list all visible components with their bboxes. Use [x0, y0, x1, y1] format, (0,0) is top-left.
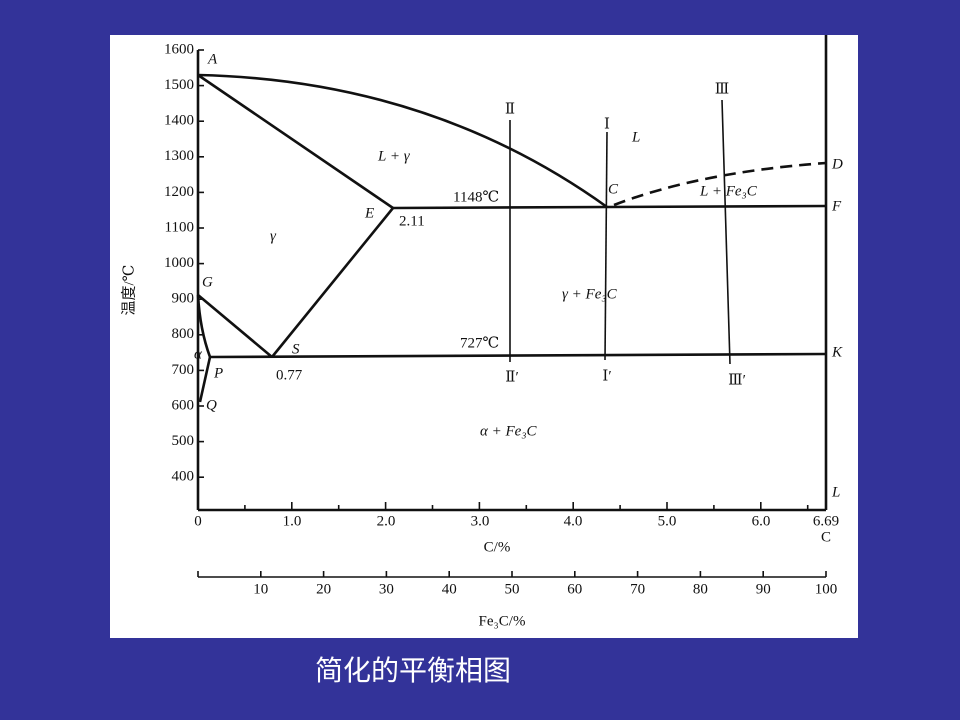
y-tick-label: 900 [172, 291, 195, 307]
y-axis-label: 温度/℃ [120, 265, 137, 316]
fe3c-tick-label: 80 [693, 581, 708, 597]
x-tick-label: 3.0 [471, 513, 490, 529]
section-label: Ⅲ [715, 81, 729, 97]
point-label: S [292, 341, 300, 357]
fe3c-tick-label: 20 [316, 581, 331, 597]
y-tick-label: 1600 [164, 41, 194, 57]
region-label: L [631, 129, 640, 145]
annotation: 727℃ [460, 335, 499, 351]
psk-line [209, 352, 827, 359]
fe3c-tick-label: 70 [630, 581, 645, 597]
y-tick-label: 1500 [164, 77, 194, 93]
annotation: 0.77 [276, 367, 303, 383]
solidus [197, 73, 394, 210]
fe3c-tick-label: 40 [442, 581, 457, 597]
point-label: C [608, 181, 619, 197]
annotation: 2.11 [399, 213, 425, 229]
section-label: Ⅰ [604, 116, 610, 132]
region-label: L + Fe₃C [699, 183, 758, 199]
region-label: L + γ [377, 148, 411, 164]
point-label: Q [206, 397, 217, 413]
pq-line [198, 356, 212, 403]
y-tick-label: 1000 [164, 255, 194, 271]
labels: 温度/℃ C/% C Fe₃C/% A E C D F G S K α P Q … [120, 51, 843, 629]
section-label: Ⅱ′ [505, 369, 518, 385]
ecf-line [392, 204, 827, 210]
point-label: P [213, 365, 223, 381]
y-tick-label: 500 [172, 433, 195, 449]
section-line [604, 131, 608, 361]
section-line [721, 99, 731, 365]
x-tick-label: 2.0 [377, 513, 396, 529]
section-label: Ⅰ′ [602, 368, 611, 384]
fe3c-tick-label: 90 [756, 581, 771, 597]
liquidus [197, 73, 608, 209]
y-tick-label: 1300 [164, 148, 194, 164]
annotation: 1148℃ [453, 189, 499, 205]
region-label: γ + Fe₃C [562, 286, 618, 302]
x-tick-label: 1.0 [283, 513, 302, 529]
point-label: α [194, 346, 203, 362]
fe3c-tick-label: 100 [815, 581, 838, 597]
x-tick-label: 6.69 [813, 513, 839, 529]
caption: 简化的平衡相图 [315, 654, 511, 687]
region-label: γ [270, 228, 277, 244]
x-axis-end-label: C [821, 529, 831, 545]
fe3c-tick-label: 50 [505, 581, 520, 597]
y-tick-label: 700 [172, 362, 195, 378]
y-tick-label: 600 [172, 397, 195, 413]
fe3c-tick-label: 60 [567, 581, 582, 597]
y-tick-label: 1400 [164, 113, 194, 129]
y-tick-label: 1200 [164, 184, 194, 200]
y-tick-label: 400 [172, 469, 195, 485]
x-tick-label: 4.0 [564, 513, 583, 529]
cd-line [613, 161, 827, 207]
fe3c-tick-label: 10 [253, 581, 268, 597]
x-tick-label: 0 [194, 513, 202, 529]
x-tick-label: 5.0 [658, 513, 677, 529]
x-axis-label: C/% [484, 539, 511, 555]
fe3c-tick-label: 30 [379, 581, 394, 597]
point-label: G [202, 274, 213, 290]
gp-line [196, 294, 212, 358]
point-label: F [831, 198, 842, 214]
point-label: L [831, 484, 840, 500]
es-line [270, 207, 395, 358]
section-label: Ⅱ [505, 101, 515, 117]
phase-lines [196, 35, 828, 578]
point-label: D [831, 156, 843, 172]
point-label: E [364, 205, 374, 221]
y-tick-label: 800 [172, 326, 195, 342]
section-label: Ⅲ′ [728, 372, 746, 388]
gs-line [197, 294, 273, 358]
region-label: α + Fe₃C [480, 423, 538, 439]
fe3c-axis-label: Fe₃C/% [479, 613, 526, 629]
point-label: K [831, 344, 843, 360]
x-tick-label: 6.0 [752, 513, 771, 529]
y-tick-label: 1100 [165, 219, 194, 235]
point-label: A [207, 51, 218, 67]
